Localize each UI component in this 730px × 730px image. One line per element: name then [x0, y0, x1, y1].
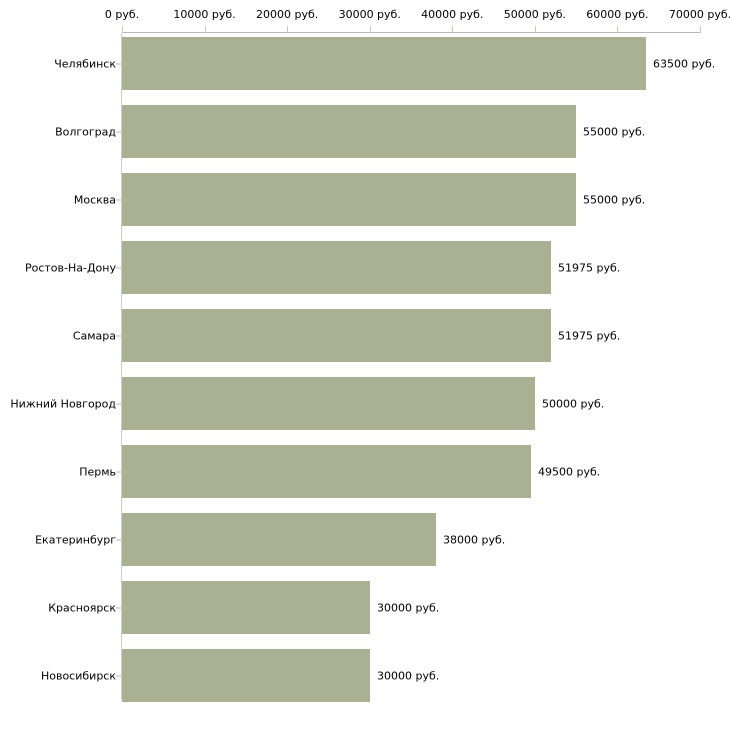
x-axis-tick-mark	[534, 26, 536, 33]
bar-row: Нижний Новгород 50000 руб.	[0, 377, 730, 430]
x-axis-tick-mark	[617, 26, 619, 33]
bar[interactable]	[122, 173, 576, 226]
x-axis: 0 руб. 10000 руб. 20000 руб. 30000 руб. 4000…	[0, 0, 730, 37]
y-axis-tick-mark	[116, 267, 121, 268]
x-axis-tick-label: 40000 руб.	[421, 8, 484, 21]
y-axis-tick-mark	[116, 63, 121, 64]
bar[interactable]	[122, 445, 531, 498]
bar-value-label: 50000 руб.	[542, 397, 605, 410]
x-axis-tick-label: 20000 руб.	[256, 8, 319, 21]
category-label: Челябинск	[54, 57, 116, 70]
bar-value-label: 49500 руб.	[538, 465, 601, 478]
bar-row: Ростов-На-Дону 51975 руб.	[0, 241, 730, 294]
bar-row: Москва 55000 руб.	[0, 173, 730, 226]
x-axis-tick-mark	[204, 26, 206, 33]
y-axis-tick-mark	[116, 403, 121, 404]
bar-value-label: 51975 руб.	[558, 261, 621, 274]
bar-value-label: 51975 руб.	[558, 329, 621, 342]
bar-row: Челябинск 63500 руб.	[0, 37, 730, 90]
x-axis-tick-label: 70000 руб.	[668, 8, 730, 21]
category-label: Екатеринбург	[35, 533, 116, 546]
category-label: Волгоград	[55, 125, 116, 138]
x-axis-tick-label: 60000 руб.	[586, 8, 649, 21]
y-axis-tick-mark	[116, 199, 121, 200]
bar-value-label: 63500 руб.	[653, 57, 716, 70]
category-label: Нижний Новгород	[10, 397, 116, 410]
category-label: Новосибирск	[40, 669, 116, 682]
bar[interactable]	[122, 37, 646, 90]
x-axis-tick-mark	[369, 26, 371, 33]
bar-row: Красноярск 30000 руб.	[0, 581, 730, 634]
x-axis-tick-mark	[122, 26, 123, 33]
bar-value-label: 30000 руб.	[377, 601, 440, 614]
y-axis-tick-mark	[116, 131, 121, 132]
bar[interactable]	[122, 581, 370, 634]
category-label: Ростов-На-Дону	[24, 261, 116, 274]
bar-row: Волгоград 55000 руб.	[0, 105, 730, 158]
bar-row: Екатеринбург 38000 руб.	[0, 513, 730, 566]
bar-value-label: 38000 руб.	[443, 533, 506, 546]
bar[interactable]	[122, 105, 576, 158]
bar-row: Пермь 49500 руб.	[0, 445, 730, 498]
x-axis-line	[122, 32, 700, 33]
x-axis-tick-label: 0 руб.	[104, 8, 140, 21]
bar[interactable]	[122, 513, 436, 566]
bar-value-label: 30000 руб.	[377, 669, 440, 682]
category-label: Москва	[73, 193, 116, 206]
x-axis-tick-mark	[287, 26, 289, 33]
y-axis-line	[121, 33, 122, 699]
category-label: Красноярск	[48, 601, 116, 614]
category-label: Пермь	[79, 465, 116, 478]
y-axis-tick-mark	[116, 539, 121, 540]
bar-value-label: 55000 руб.	[583, 193, 646, 206]
y-axis-tick-mark	[116, 675, 121, 676]
x-axis-tick-mark	[700, 26, 701, 33]
x-axis-tick-label: 30000 руб.	[338, 8, 401, 21]
bar-value-label: 55000 руб.	[583, 125, 646, 138]
bar[interactable]	[122, 377, 535, 430]
y-axis-tick-mark	[116, 607, 121, 608]
bar[interactable]	[122, 309, 551, 362]
y-axis-tick-mark	[116, 471, 121, 472]
x-axis-tick-label: 10000 руб.	[173, 8, 236, 21]
x-axis-tick-label: 50000 руб.	[503, 8, 566, 21]
bar-row: Новосибирск 30000 руб.	[0, 649, 730, 702]
bar[interactable]	[122, 241, 551, 294]
y-axis-tick-mark	[116, 335, 121, 336]
category-label: Самара	[72, 329, 116, 342]
x-axis-tick-mark	[452, 26, 454, 33]
bar[interactable]	[122, 649, 370, 702]
bar-row: Самара 51975 руб.	[0, 309, 730, 362]
